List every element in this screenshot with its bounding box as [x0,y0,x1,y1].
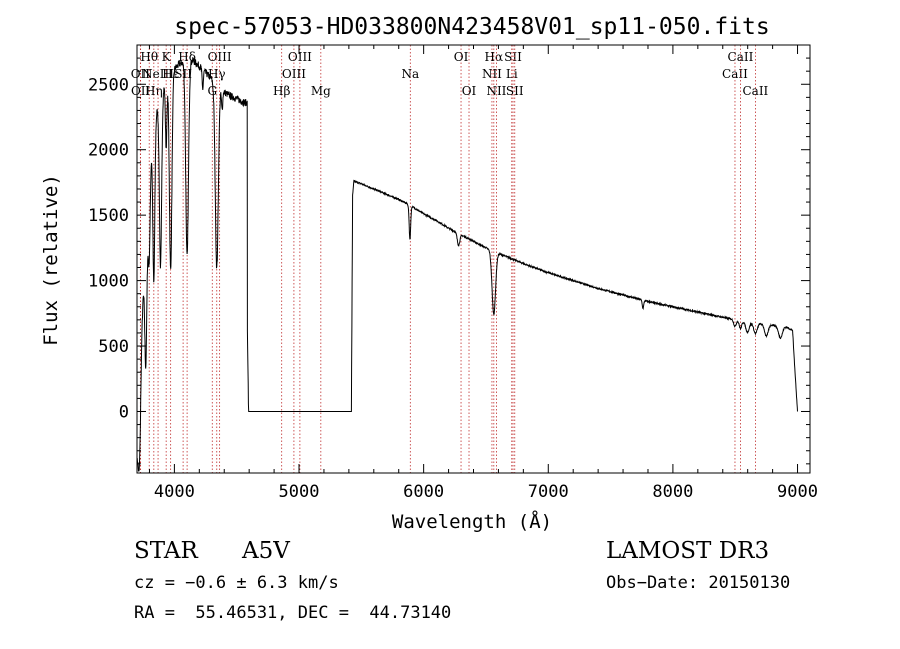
line-marker-label: OI [454,50,469,64]
plot-frame [136,44,811,474]
object-subclass: A5V [242,538,290,564]
y-axis-label: Flux (relative) [40,174,62,346]
coordinates-readout: RA = 55.46531, DEC = 44.73140 [134,603,452,623]
line-marker-label: SII [506,84,524,98]
y-tick-label: 500 [98,337,129,357]
x-tick-label: 6000 [403,482,444,502]
line-marker-label: K [162,50,172,64]
x-tick-label: 8000 [652,482,693,502]
x-tick-label: 9000 [777,482,818,502]
line-marker-label: Na [401,67,419,81]
line-marker-label: Mg [311,84,331,98]
redshift-readout: cz = −0.6 ± 6.3 km/s [134,573,339,593]
line-marker-label: SII [174,67,192,81]
line-marker-label: Li [506,67,518,81]
line-marker-label: SII [504,50,522,64]
x-axis-label: Wavelength (Å) [392,510,552,533]
line-marker-label: OI [462,84,477,98]
line-marker-label: Hα [485,50,504,64]
line-marker-label: CaII [742,84,768,98]
y-tick-label: 1000 [88,272,129,292]
x-tick-label: 4000 [154,482,195,502]
line-marker-label: G [207,84,217,98]
line-marker-label: NII [482,67,502,81]
observation-date: Obs−Date: 20150130 [606,573,791,593]
x-tick-label: 5000 [279,482,320,502]
line-marker-label: OIII [288,50,312,64]
line-marker-group: OIIOIIHθHηNeIIIKHεHδSIIGHγOIIIHβOIIIOIII… [131,45,769,473]
line-marker-label: Hγ [208,67,226,81]
line-marker-label: OII [131,84,151,98]
line-marker-label: Hβ [273,84,290,98]
line-marker-label: OIII [282,67,306,81]
line-marker-label: CaII [722,67,748,81]
line-marker-label: Hη [145,84,163,98]
object-class: STAR [134,538,198,564]
y-tick-label: 0 [119,402,129,422]
line-marker-label: NII [486,84,506,98]
line-marker-label: OIII [208,50,232,64]
y-tick-label: 2500 [88,75,129,95]
line-marker-label: Hθ [140,50,158,64]
chart-title: spec-57053-HD033800N423458V01_sp11-050.f… [174,14,769,40]
spectrum-line [136,57,798,472]
y-tick-label: 2000 [88,141,129,161]
line-marker-label: CaII [728,50,754,64]
x-tick-label: 7000 [528,482,569,502]
survey-name: LAMOST DR3 [606,538,770,564]
y-tick-label: 1500 [88,206,129,226]
axis-ticks: 4000 5000 6000 7000 8000 9000 0 500 1000 1500 2000… [88,45,818,502]
